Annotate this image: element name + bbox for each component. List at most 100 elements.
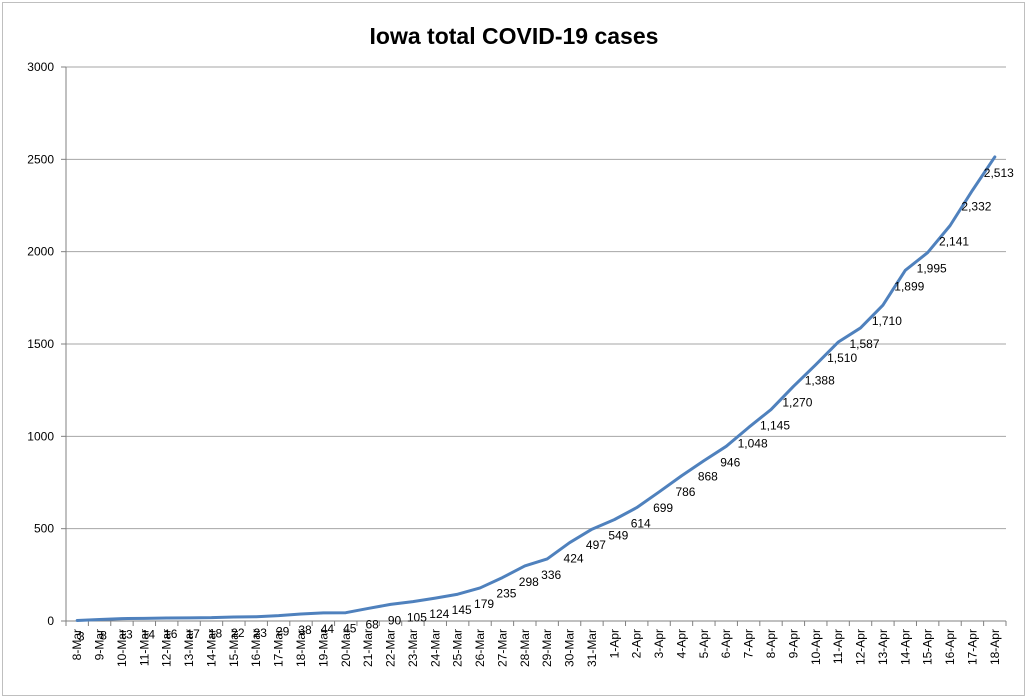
- x-tick-label: 12-Apr: [854, 629, 868, 665]
- data-label: 29: [276, 625, 290, 639]
- data-label: 13: [119, 628, 133, 642]
- x-axis-tick-labels: 8-Mar 9-Mar 10-Mar 11-Mar 12-Mar 13-Mar 14-Mar…: [70, 629, 1002, 667]
- x-tick-label: 25-Mar: [451, 629, 465, 667]
- data-label: 298: [519, 575, 539, 589]
- x-tick-label: 6-Apr: [719, 629, 733, 658]
- x-tick-label: 10-Apr: [809, 629, 823, 665]
- data-label: 124: [429, 607, 449, 621]
- data-label: 44: [321, 622, 335, 636]
- x-tick-label: 14-Apr: [898, 629, 912, 665]
- gridlines: [66, 66, 1006, 530]
- x-tick-label: 5-Apr: [697, 629, 711, 658]
- x-tick-label: 27-Mar: [495, 629, 509, 667]
- x-tick-label: 19-Mar: [316, 629, 330, 667]
- data-label: 2,141: [939, 235, 969, 249]
- y-tick-label: 1000: [27, 429, 54, 443]
- x-tick-label: 15-Apr: [921, 629, 935, 665]
- data-label: 235: [496, 587, 516, 601]
- x-tick-label: 20-Mar: [339, 629, 353, 667]
- data-label: 1,388: [805, 374, 835, 388]
- data-label: 22: [231, 626, 245, 640]
- series-layer: [75, 155, 997, 622]
- axes: [61, 66, 1007, 626]
- data-label: 2,332: [961, 199, 991, 213]
- x-tick-label: 17-Apr: [965, 629, 979, 665]
- data-label: 16: [164, 627, 178, 641]
- x-tick-label: 11-Apr: [831, 629, 845, 664]
- data-label: 1,710: [872, 314, 902, 328]
- x-tick-label: 21-Mar: [361, 629, 375, 667]
- data-label: 1,899: [894, 279, 924, 293]
- data-label: 3: [78, 629, 85, 643]
- data-label: 105: [407, 611, 427, 625]
- data-label: 8: [100, 629, 107, 643]
- y-axis-tick-labels: 0 500 1000 1500 2000 2500 3000: [27, 60, 54, 628]
- x-tick-label: 10-Mar: [115, 629, 129, 667]
- y-tick-label: 2000: [27, 245, 54, 259]
- x-tick-label: 7-Apr: [742, 629, 756, 658]
- x-tick-label: 30-Mar: [563, 629, 577, 667]
- data-label: 868: [698, 470, 718, 484]
- data-label: 786: [675, 485, 695, 499]
- x-tick-label: 16-Apr: [943, 629, 957, 665]
- x-tick-label: 16-Mar: [249, 629, 263, 667]
- x-tick-label: 3-Apr: [652, 629, 666, 658]
- x-tick-label: 14-Mar: [204, 629, 218, 667]
- x-tick-label: 22-Mar: [384, 629, 398, 667]
- x-tick-label: 18-Apr: [988, 629, 1002, 665]
- chart-title: Iowa total COVID-19 cases: [370, 23, 659, 49]
- data-label: 17: [186, 627, 200, 641]
- data-label: 1,048: [738, 436, 768, 450]
- data-label: 90: [388, 613, 402, 627]
- data-label: 145: [452, 603, 472, 617]
- data-label: 14: [142, 627, 156, 641]
- x-tick-label: 4-Apr: [674, 629, 688, 658]
- data-label: 549: [608, 529, 628, 543]
- x-tick-label: 13-Mar: [182, 629, 196, 667]
- y-tick-label: 500: [34, 522, 54, 536]
- x-tick-label: 28-Mar: [518, 629, 532, 667]
- x-tick-label: 24-Mar: [428, 629, 442, 667]
- data-label: 1,995: [917, 262, 947, 276]
- data-label: 18: [209, 627, 223, 641]
- data-label: 38: [298, 623, 312, 637]
- data-label: 699: [653, 501, 673, 515]
- x-tick-label: 11-Mar: [137, 629, 151, 666]
- x-tick-label: 18-Mar: [294, 629, 308, 667]
- data-label: 68: [365, 617, 379, 631]
- x-tick-label: 23-Mar: [406, 629, 420, 667]
- data-label: 336: [541, 568, 561, 582]
- y-tick-label: 3000: [27, 60, 54, 74]
- data-label: 45: [343, 622, 357, 636]
- x-tick-label: 15-Mar: [227, 629, 241, 667]
- data-label: 946: [720, 455, 740, 469]
- x-tick-label: 9-Apr: [786, 629, 800, 658]
- x-tick-label: 9-Mar: [93, 629, 107, 660]
- data-label: 179: [474, 597, 494, 611]
- data-label: 23: [254, 626, 268, 640]
- data-label: 1,270: [782, 395, 812, 409]
- data-labels: 3 8 13 14 16 17 18 22 23 29 38 44 45 68 90 105 124 145 179…: [78, 166, 1014, 644]
- y-tick-label: 0: [47, 614, 54, 628]
- data-label: 2,513: [984, 166, 1014, 180]
- x-tick-label: 1-Apr: [607, 629, 621, 658]
- series-line: [75, 155, 997, 622]
- x-tick-label: 2-Apr: [630, 629, 644, 658]
- x-tick-label: 17-Mar: [272, 629, 286, 667]
- x-tick-label: 13-Apr: [876, 629, 890, 665]
- x-tick-label: 31-Mar: [585, 629, 599, 667]
- x-tick-label: 8-Apr: [764, 629, 778, 658]
- y-tick-label: 2500: [27, 152, 54, 166]
- x-tick-label: 29-Mar: [540, 629, 554, 667]
- data-label: 1,587: [850, 337, 880, 351]
- data-label: 1,145: [760, 419, 790, 433]
- x-tick-label: 12-Mar: [160, 629, 174, 667]
- data-label: 497: [586, 538, 606, 552]
- data-label: 614: [631, 517, 651, 531]
- data-label: 424: [564, 552, 584, 566]
- y-tick-label: 1500: [27, 337, 54, 351]
- x-tick-label: 26-Mar: [473, 629, 487, 667]
- data-label: 1,510: [827, 351, 857, 365]
